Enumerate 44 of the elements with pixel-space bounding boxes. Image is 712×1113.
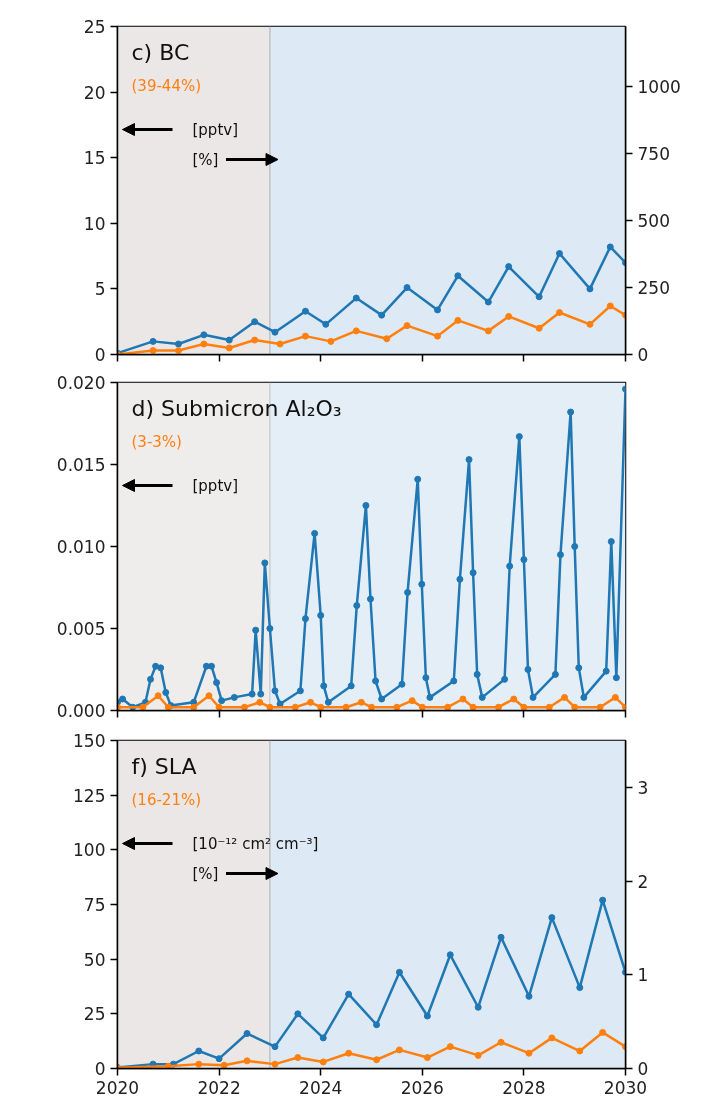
y-tick-label: 125	[73, 785, 106, 806]
y-tick-label: 100	[73, 840, 106, 861]
y-tick-label: 25	[83, 17, 106, 37]
y-tick-label: 0.010	[56, 537, 106, 557]
y-tick-label: 20	[83, 82, 106, 103]
y-tick-label: 0	[94, 345, 106, 365]
y-tick-label: 0	[94, 1059, 106, 1079]
y2-tick-label: 500	[637, 211, 670, 232]
x-tick-label: 2020	[95, 1077, 140, 1098]
annotation: [pptv]	[192, 476, 239, 495]
y2-tick-label: 0	[637, 1059, 649, 1079]
y-tick-label: 0.000	[56, 701, 106, 721]
text: (39-44%)	[131, 76, 202, 95]
annotation: [%]	[192, 150, 219, 169]
annotation: [pptv]	[192, 120, 239, 139]
y-tick-label: 150	[73, 731, 106, 751]
y2-tick-label: 2	[637, 871, 649, 892]
y2-tick-label: 250	[637, 278, 670, 299]
text: d) Submicron Al₂O₃	[131, 395, 342, 421]
y-tick-label: 75	[83, 895, 106, 915]
y-tick-label: 15	[83, 148, 106, 169]
x-tick-label: 2030	[603, 1077, 648, 1098]
text: (3-3%)	[131, 432, 182, 451]
annotation: [%]	[192, 864, 219, 883]
x-tick-label: 2026	[400, 1077, 444, 1098]
y2-tick-label: 1000	[637, 77, 681, 98]
y-tick-label: 0.005	[56, 619, 106, 639]
x-tick-label: 2024	[299, 1077, 343, 1098]
text: f) SLA	[131, 753, 197, 779]
x-tick-label: 2028	[502, 1077, 546, 1098]
y2-tick-label: 3	[637, 777, 649, 798]
text: c) BC	[131, 39, 190, 65]
annotation: [10⁻¹² cm² cm⁻³]	[192, 834, 319, 853]
y-tick-label: 5	[94, 279, 106, 300]
y-tick-label: 10	[83, 213, 106, 234]
y2-tick-label: 750	[637, 144, 670, 165]
y-tick-label: 0.015	[56, 455, 106, 475]
x-tick-label: 2022	[197, 1077, 241, 1098]
y-tick-label: 0.020	[56, 373, 106, 393]
y2-tick-label: 1	[637, 965, 649, 986]
y-tick-label: 50	[83, 949, 106, 970]
text: (16-21%)	[131, 790, 202, 809]
y2-tick-label: 0	[637, 345, 649, 365]
y-tick-label: 25	[83, 1004, 106, 1025]
